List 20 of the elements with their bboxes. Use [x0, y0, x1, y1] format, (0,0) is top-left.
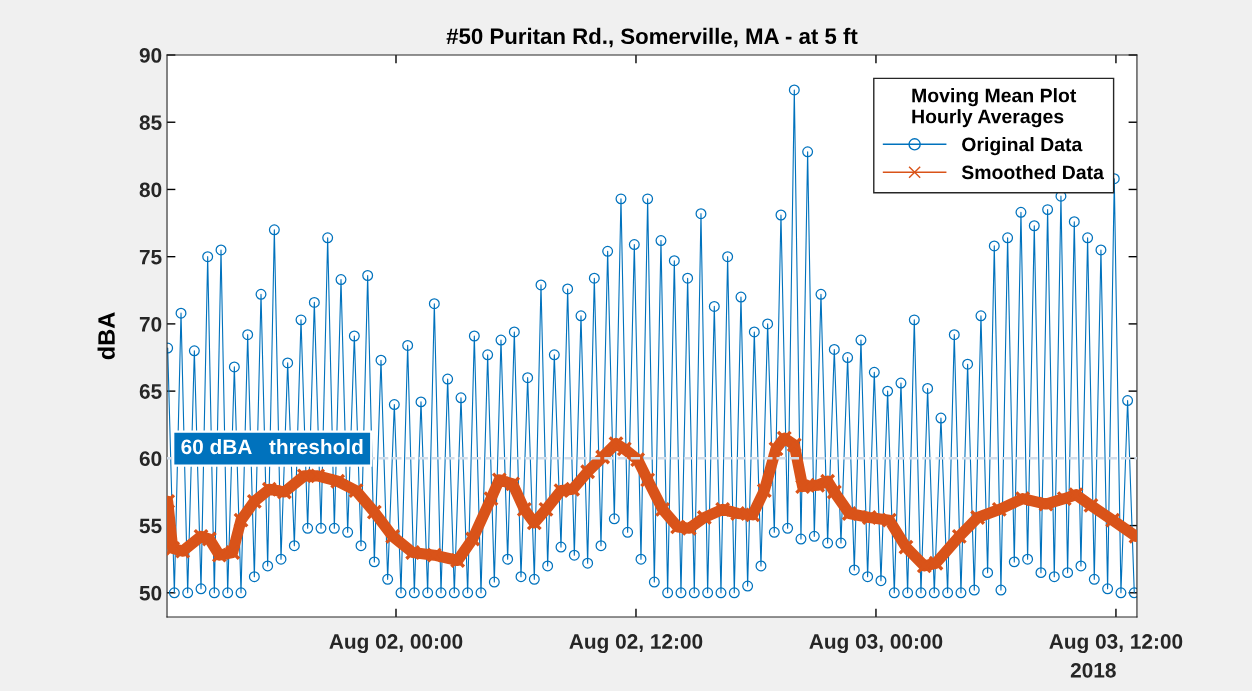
- legend-title: Moving Mean Plot Hourly Averages: [912, 88, 1077, 128]
- y-tick-label: 90: [139, 48, 162, 63]
- y-tick-label: 80: [139, 182, 162, 198]
- y-tick-label: 75: [139, 249, 162, 265]
- legend-label: Smoothed Data: [961, 164, 1105, 180]
- y-tick-label: 55: [139, 518, 162, 534]
- y-tick-label: 65: [139, 384, 162, 399]
- y-tick-label: 85: [139, 115, 162, 130]
- y-tick-label: 70: [139, 316, 162, 332]
- ref-line-label: 60 dBA threshold: [181, 438, 363, 455]
- x-tick-label: Aug 03, 00:00: [809, 634, 943, 654]
- x-tick-label: Aug 02, 00:00: [329, 634, 463, 654]
- x-tick-label: Aug 02, 12:00: [569, 634, 703, 654]
- y-tick-label: 50: [139, 585, 162, 601]
- text: 2018: [1070, 662, 1116, 678]
- legend-label: Original Data: [962, 137, 1083, 156]
- y-axis-title: dBA: [97, 312, 115, 360]
- y-tick-label: 60: [139, 451, 162, 467]
- chart-title: #50 Puritan Rd., Somerville, MA - at 5 ft: [446, 27, 858, 48]
- x-tick-label: Aug 03, 12:00: [1049, 634, 1183, 654]
